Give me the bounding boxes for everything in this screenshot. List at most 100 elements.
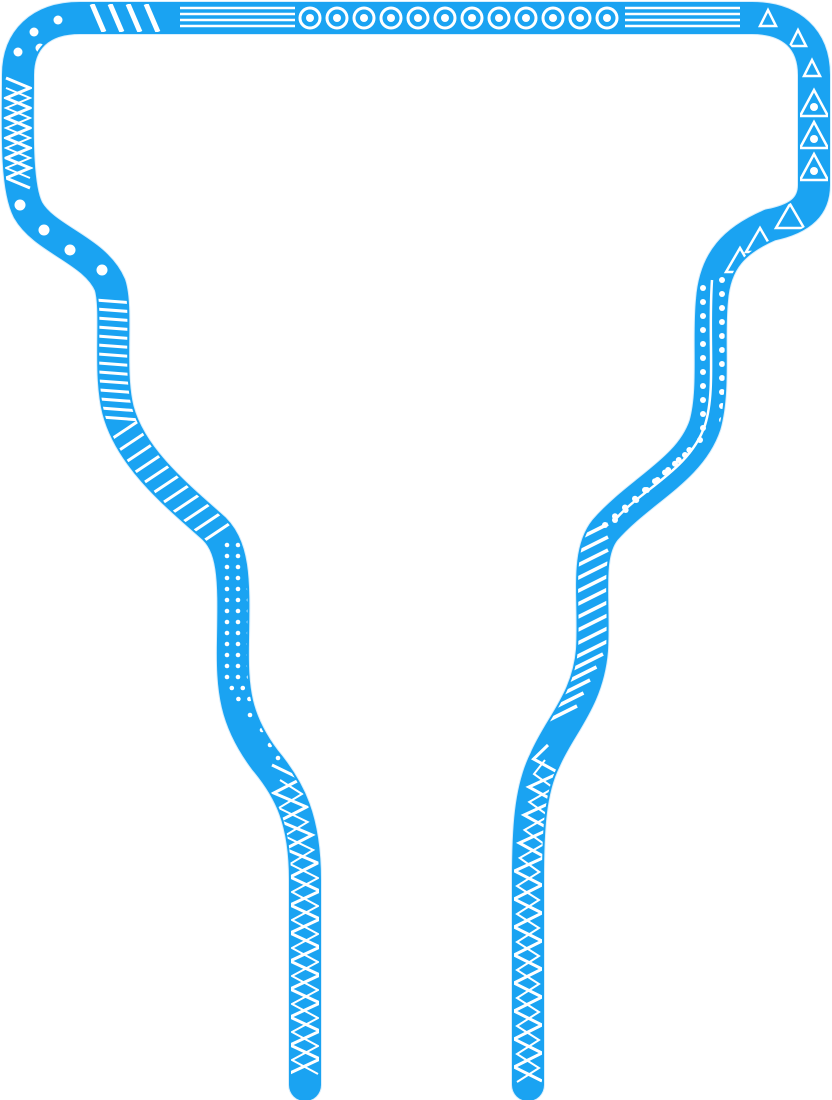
dot-pattern [719,375,725,381]
stripe-pattern [575,600,609,620]
dot-pattern [719,347,725,353]
stripe-pattern [163,476,201,504]
circle-pattern [603,14,611,22]
pattern-decorations [2,3,831,1083]
dot-pattern [246,663,252,669]
stripe-pattern [575,548,609,568]
stripe-pattern [570,652,604,672]
dot-pattern [224,663,230,669]
stripe-pattern [182,496,220,524]
stripe-pattern [96,334,137,341]
stripe-pattern [575,587,609,607]
stripe-pattern [144,456,182,484]
stripe-pattern [575,535,609,555]
dot-pattern [240,685,246,691]
dot-pattern [246,641,252,647]
dot-pattern [275,755,281,761]
dot-pattern [686,447,693,453]
dot-pattern [38,224,50,236]
stripe-pattern [115,426,154,454]
dot-pattern [53,15,63,25]
dot-pattern [246,674,252,680]
dot-pattern [235,663,241,669]
stripe-pattern [201,516,239,544]
circle-pattern [595,6,619,30]
circle-pattern [352,6,376,30]
dot-pattern [235,564,241,570]
dot-pattern [224,575,230,581]
dot-pattern [235,608,241,614]
dot-pattern [224,608,230,614]
stripe-pattern [97,343,138,350]
dot-pattern [719,277,725,283]
dot-pattern [235,652,241,658]
dot-pattern [700,411,706,417]
dot-pattern [235,630,241,636]
circle-pattern [468,14,476,22]
dot-pattern [643,487,650,493]
circle-pattern [379,6,403,30]
dot-pattern [719,319,725,325]
stripe-pattern [94,298,136,305]
dot-pattern [235,575,241,581]
dot-pattern [224,619,230,625]
dot-pattern [246,597,252,603]
dot-pattern [612,517,618,523]
stripe-pattern [100,406,141,413]
dot-pattern [246,542,252,548]
zigzag-pattern [3,87,33,179]
dot-pattern [224,597,230,603]
dot-pattern [700,397,706,403]
circle-pattern [549,14,557,22]
circle-pattern [333,14,341,22]
triangle-pattern [797,151,831,182]
dot-pattern [672,460,678,467]
zigzag-pattern [510,743,563,1083]
stripe-pattern [125,3,143,33]
dot-pattern [235,542,241,548]
stripe-pattern [143,3,161,33]
dot-pattern [246,619,252,625]
dot-pattern [235,597,241,603]
dot-pattern [235,619,241,625]
circle-pattern [495,14,503,22]
dot-pattern [700,341,706,347]
stripe-pattern [106,416,144,444]
dot-pattern [96,264,108,276]
stripe-pattern [557,678,591,698]
dot-pattern [224,652,230,658]
circle-pattern [487,6,511,30]
stripe-pattern [575,613,609,633]
dot-pattern [700,327,706,333]
dot-pattern [35,43,45,53]
circle-pattern [387,14,395,22]
dot-pattern [719,403,725,409]
zigzag-pattern [276,779,321,1075]
dot-pattern [224,674,230,680]
dot-pattern [675,457,682,463]
triangle-pattern [757,7,779,28]
stripe-pattern [95,316,137,323]
dot-pattern [246,553,252,559]
dot-pattern [246,575,252,581]
dot-pattern [229,685,235,691]
zigzag-pattern [270,763,324,1075]
dot-pattern [258,696,263,702]
dot-pattern [224,630,230,636]
dot-pattern [247,696,252,702]
dot-pattern [700,369,706,375]
dot-pattern [224,553,230,559]
stripe-pattern [575,561,609,581]
circle-pattern [576,14,584,22]
circle-pattern [433,6,457,30]
circle-pattern [406,6,430,30]
dot-pattern [682,452,688,458]
dot-pattern [259,727,265,733]
stripe-pattern [125,436,163,464]
stripe-pattern [97,352,138,359]
triangle-pattern [773,201,807,230]
zigzag-pattern [515,759,556,1083]
stripe-pattern [99,388,140,395]
circle-pattern [568,6,592,30]
